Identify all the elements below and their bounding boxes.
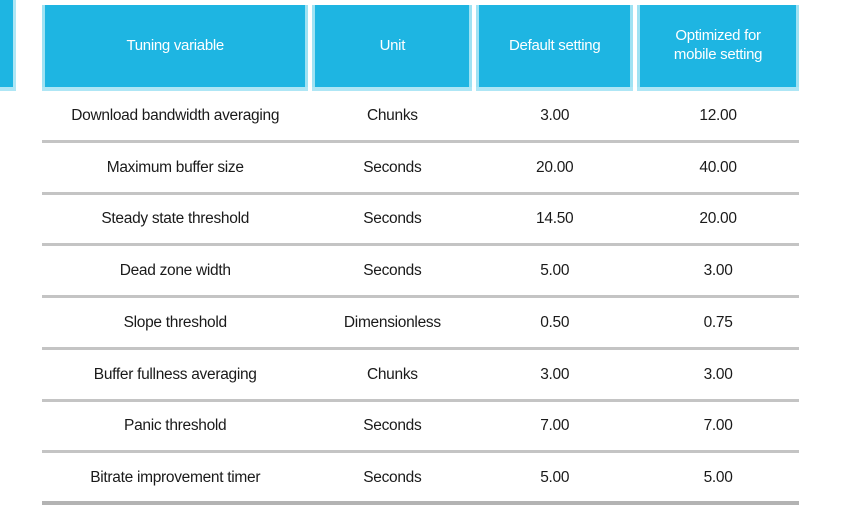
- cell-default-value: 7.00: [540, 417, 570, 435]
- cell-mobile-value: 12.00: [699, 106, 737, 124]
- cell-mobile-value: 3.00: [703, 262, 733, 280]
- cell-variable: Buffer fullness averaging: [93, 365, 257, 383]
- cell-mobile-value: 7.00: [703, 417, 733, 435]
- cell-variable: Slope threshold: [123, 313, 228, 331]
- table-row: Download bandwidth averaging Chunks 3.00…: [42, 91, 799, 143]
- cell-mobile-value: 5.00: [703, 468, 733, 486]
- cell-mobile-value: 0.75: [703, 313, 733, 331]
- cell-unit: Seconds: [363, 210, 422, 228]
- tuning-variables-table: Tuning variable Unit Default setting Opt…: [42, 5, 799, 505]
- cell-mobile-value: 3.00: [703, 365, 733, 383]
- cell-default-value: 3.00: [540, 365, 570, 383]
- cell-variable: Maximum buffer size: [106, 158, 244, 176]
- cell-default-value: 20.00: [536, 158, 574, 176]
- table-row: Maximum buffer size Seconds 20.00 40.00: [42, 143, 799, 195]
- table-row: Steady state threshold Seconds 14.50 20.…: [42, 195, 799, 247]
- cell-default-value: 5.00: [540, 468, 570, 486]
- cell-variable: Dead zone width: [119, 262, 231, 280]
- cell-default-value: 0.50: [540, 313, 570, 331]
- table-body: Download bandwidth averaging Chunks 3.00…: [42, 91, 799, 505]
- table-row: Slope threshold Dimensionless 0.50 0.75: [42, 298, 799, 350]
- column-header-tuning-variable: Tuning variable: [42, 5, 309, 91]
- cell-unit: Seconds: [363, 468, 422, 486]
- cell-mobile-value: 40.00: [699, 158, 737, 176]
- table-row: Bitrate improvement timer Seconds 5.00 5…: [42, 453, 799, 505]
- cell-unit: Dimensionless: [343, 313, 441, 331]
- cell-unit: Chunks: [366, 106, 418, 124]
- cell-default-value: 5.00: [540, 262, 570, 280]
- cell-default-value: 14.50: [536, 210, 574, 228]
- cell-mobile-value: 20.00: [699, 210, 737, 228]
- column-header-optimized-mobile-setting: Optimized for mobile setting: [637, 5, 799, 91]
- cell-variable: Bitrate improvement timer: [90, 468, 261, 486]
- table-row: Buffer fullness averaging Chunks 3.00 3.…: [42, 350, 799, 402]
- cell-unit: Chunks: [366, 365, 418, 383]
- cropped-left-header-cell-fragment: [0, 0, 16, 91]
- cell-unit: Seconds: [363, 262, 422, 280]
- table-row: Dead zone width Seconds 5.00 3.00: [42, 246, 799, 298]
- cell-variable: Steady state threshold: [101, 210, 250, 228]
- table-row: Panic threshold Seconds 7.00 7.00: [42, 402, 799, 454]
- cell-variable: Download bandwidth averaging: [71, 106, 280, 124]
- column-header-default-setting: Default setting: [476, 5, 634, 91]
- table-header-row: Tuning variable Unit Default setting Opt…: [42, 5, 799, 91]
- cell-variable: Panic threshold: [124, 417, 227, 435]
- column-header-unit: Unit: [312, 5, 473, 91]
- cell-default-value: 3.00: [540, 106, 570, 124]
- cell-unit: Seconds: [363, 417, 422, 435]
- cell-unit: Seconds: [363, 158, 422, 176]
